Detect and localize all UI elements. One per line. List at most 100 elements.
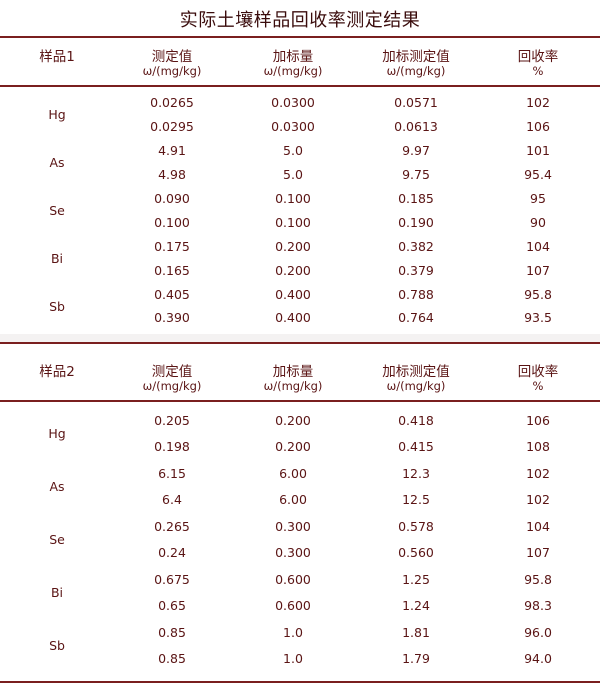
element-name: Bi	[50, 585, 64, 600]
cell-value: 0.265	[154, 518, 190, 534]
cell-value: 0.65	[158, 598, 186, 614]
cell-value: 101	[526, 143, 550, 159]
cell-value: 1.25	[402, 571, 430, 587]
element-name: Bi	[50, 250, 64, 266]
cell-value: 0.578	[398, 518, 434, 534]
element-name: Se	[49, 202, 65, 218]
cell-value: 0.418	[398, 412, 434, 428]
cell-value: 106	[526, 119, 550, 135]
cell-value: 0.200	[275, 262, 311, 278]
table-row: As 6.15 6.00 12.3 102	[0, 460, 600, 494]
column-label: 加标量	[272, 49, 314, 65]
section-divider-rule	[0, 342, 600, 344]
cell-value: 6.00	[279, 465, 307, 481]
cell-value: 104	[526, 238, 550, 254]
cell-value: 0.788	[398, 286, 434, 302]
cell-value: 107	[526, 545, 550, 561]
cell-value: 102	[526, 465, 550, 481]
cell-value: 0.0265	[150, 95, 194, 111]
element-name: Hg	[48, 107, 66, 123]
column-label: 测定值	[151, 49, 193, 65]
cell-value: 95.8	[524, 571, 552, 587]
cell-value: 90	[530, 214, 546, 230]
table-row: 0.390 0.400 0.764 93.5	[0, 306, 600, 330]
cell-value: 1.0	[283, 651, 303, 667]
cell-value: 95	[530, 191, 546, 206]
table-row: Se 0.265 0.300 0.578 104	[0, 513, 600, 547]
cell-value: 0.415	[398, 439, 434, 455]
cell-value: 0.190	[398, 214, 434, 230]
cell-value: 0.0571	[394, 95, 438, 111]
column-label: 加标测定值	[382, 49, 450, 65]
table-row: Bi 0.175 0.200 0.382 104	[0, 234, 600, 266]
column-unit: ω/(mg/kg)	[142, 379, 202, 393]
cell-value: 0.24	[158, 545, 186, 561]
header-rule-2	[0, 400, 600, 402]
table-row: 0.85 1.0 1.79 94.0	[0, 646, 600, 673]
column-header: 回收率%	[476, 45, 600, 78]
section-gap	[0, 334, 600, 342]
cell-value: 6.00	[279, 492, 307, 508]
cell-value: 0.400	[275, 286, 311, 302]
cell-value: 0.200	[275, 439, 311, 455]
table-row: Sb 0.405 0.400 0.788 95.8	[0, 282, 600, 314]
element-name: As	[49, 155, 65, 171]
column-unit: ω/(mg/kg)	[263, 379, 323, 393]
column-header: 测定值 ω/(mg/kg)	[114, 45, 230, 78]
section-2-header: 样品2 测定值 ω/(mg/kg) 加标量 ω/(mg/kg) 加标测定值 ω/(mg/kg…	[0, 360, 600, 393]
table-row: 0.24 0.300 0.560 107	[0, 540, 600, 567]
column-header: 回收率%	[476, 360, 600, 393]
sample-label: 样品1	[0, 45, 114, 78]
cell-value: 0.382	[398, 238, 434, 254]
section-2-body: Hg 0.205 0.200 0.418 106 0.198 0.200 0.415 108 As…	[0, 407, 600, 672]
column-unit: %	[532, 64, 544, 78]
cell-value: 12.3	[402, 465, 430, 481]
element-name: Sb	[49, 298, 65, 314]
column-header: 加标量 ω/(mg/kg)	[230, 360, 356, 393]
cell-value: 0.560	[398, 545, 434, 561]
cell-value: 0.205	[154, 412, 190, 428]
cell-value: 108	[526, 439, 550, 455]
header-rule-1	[0, 85, 600, 87]
element-name: Hg	[48, 426, 66, 441]
cell-value: 0.764	[398, 310, 434, 326]
cell-value: 5.0	[283, 167, 303, 183]
cell-value: 1.79	[402, 651, 430, 667]
cell-value: 0.0295	[150, 119, 194, 135]
column-label: 回收率	[517, 49, 559, 65]
cell-value: 0.0300	[271, 119, 315, 135]
cell-value: 102	[526, 492, 550, 508]
cell-value: 0.400	[275, 310, 311, 326]
table-row: 0.165 0.200 0.379 107	[0, 258, 600, 282]
column-label: 回收率	[517, 364, 559, 380]
cell-value: 4.98	[158, 167, 186, 183]
element-name: As	[49, 479, 65, 494]
cell-value: 0.85	[158, 624, 186, 640]
cell-value: 12.5	[402, 492, 430, 508]
cell-value: 0.100	[275, 191, 311, 206]
element-name: Sb	[49, 638, 65, 653]
element-name: Se	[49, 532, 65, 547]
header-row: 样品2 测定值 ω/(mg/kg) 加标量 ω/(mg/kg) 加标测定值 ω/(mg/kg…	[0, 360, 600, 393]
cell-value: 94.0	[524, 651, 552, 667]
cell-value: 0.379	[398, 262, 434, 278]
column-header: 加标测定值 ω/(mg/kg)	[356, 360, 476, 393]
section-1-header: 样品1 测定值 ω/(mg/kg) 加标量 ω/(mg/kg) 加标测定值 ω/(mg/kg…	[0, 45, 600, 78]
column-unit: ω/(mg/kg)	[142, 64, 202, 78]
table-row: Bi 0.675 0.600 1.25 95.8	[0, 566, 600, 600]
header-row: 样品1 测定值 ω/(mg/kg) 加标量 ω/(mg/kg) 加标测定值 ω/(mg/kg…	[0, 45, 600, 78]
cell-value: 93.5	[524, 310, 552, 326]
table-row: Se 0.090 0.100 0.185 95	[0, 187, 600, 218]
cell-value: 0.200	[275, 238, 311, 254]
cell-value: 0.165	[154, 262, 190, 278]
cell-value: 6.4	[162, 492, 182, 508]
table-row: 0.100 0.100 0.190 90	[0, 210, 600, 234]
cell-value: 0.300	[275, 545, 311, 561]
cell-value: 0.0300	[271, 95, 315, 111]
cell-value: 106	[526, 412, 550, 428]
cell-value: 1.0	[283, 624, 303, 640]
cell-value: 0.175	[154, 238, 190, 254]
column-unit: ω/(mg/kg)	[263, 64, 323, 78]
table-row: 0.0295 0.0300 0.0613 106	[0, 115, 600, 139]
table-title: 实际土壤样品回收率测定结果	[179, 10, 421, 31]
